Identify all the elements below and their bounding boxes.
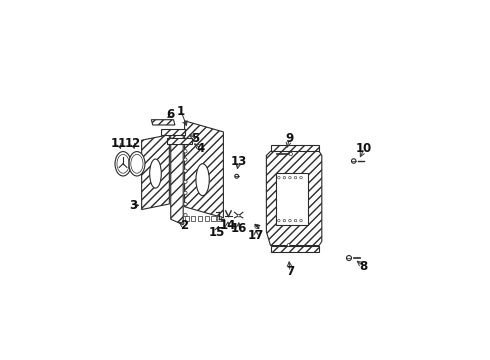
Bar: [197, 216, 202, 221]
Bar: [217, 216, 221, 221]
Ellipse shape: [184, 150, 187, 153]
Ellipse shape: [294, 176, 297, 179]
Ellipse shape: [289, 152, 293, 156]
Ellipse shape: [237, 214, 240, 217]
Bar: [167, 138, 192, 144]
Ellipse shape: [184, 180, 187, 184]
Polygon shape: [171, 131, 183, 225]
Ellipse shape: [184, 169, 187, 172]
Ellipse shape: [294, 219, 297, 222]
Text: 13: 13: [230, 156, 247, 168]
Bar: [276, 174, 308, 225]
Text: 9: 9: [285, 131, 294, 144]
Text: 15: 15: [208, 226, 224, 239]
Ellipse shape: [283, 176, 286, 179]
Ellipse shape: [184, 191, 187, 194]
Text: 8: 8: [359, 260, 368, 273]
Text: 14: 14: [220, 219, 236, 232]
Ellipse shape: [235, 174, 239, 178]
Text: 1: 1: [177, 105, 185, 118]
Ellipse shape: [196, 164, 209, 195]
Ellipse shape: [300, 219, 302, 222]
Ellipse shape: [184, 202, 187, 206]
Ellipse shape: [283, 219, 286, 222]
Text: 5: 5: [191, 131, 199, 144]
Ellipse shape: [346, 256, 351, 261]
Text: 3: 3: [129, 199, 137, 212]
Text: 11: 11: [111, 137, 127, 150]
Text: 10: 10: [356, 142, 372, 155]
Ellipse shape: [149, 159, 161, 188]
Bar: [212, 216, 216, 221]
Ellipse shape: [184, 158, 187, 161]
Ellipse shape: [278, 176, 280, 179]
Text: 6: 6: [167, 108, 175, 121]
Ellipse shape: [278, 219, 280, 222]
Polygon shape: [267, 151, 322, 246]
Text: 7: 7: [286, 265, 294, 278]
Polygon shape: [142, 135, 170, 210]
Ellipse shape: [129, 152, 145, 176]
Ellipse shape: [115, 152, 131, 176]
Bar: [185, 216, 189, 221]
Ellipse shape: [351, 159, 356, 163]
Ellipse shape: [289, 176, 291, 179]
Bar: [161, 129, 185, 135]
Polygon shape: [185, 121, 223, 218]
Ellipse shape: [287, 244, 290, 246]
Ellipse shape: [184, 213, 187, 217]
Text: 2: 2: [180, 219, 188, 232]
Text: 12: 12: [124, 137, 141, 150]
Polygon shape: [151, 120, 175, 125]
Text: 4: 4: [196, 142, 205, 155]
Ellipse shape: [300, 176, 302, 179]
Text: 17: 17: [248, 229, 264, 242]
Bar: [270, 246, 319, 252]
Bar: [270, 145, 319, 151]
Bar: [191, 216, 195, 221]
Text: 16: 16: [230, 222, 247, 235]
Ellipse shape: [289, 219, 291, 222]
Bar: [204, 216, 209, 221]
